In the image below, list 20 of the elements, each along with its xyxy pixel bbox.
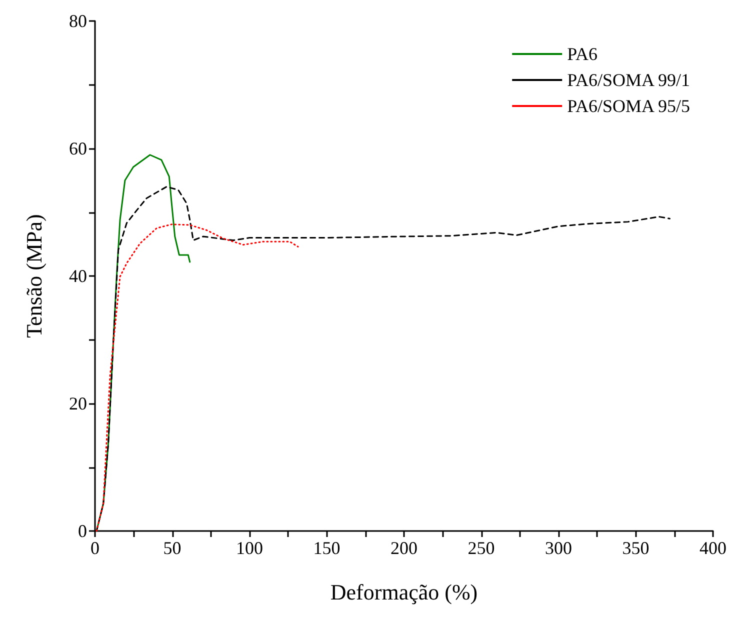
x-axis-title: Deformação (%) xyxy=(330,580,478,604)
x-tick-label: 50 xyxy=(163,538,182,558)
line-series xyxy=(96,224,299,532)
x-tick-label: 150 xyxy=(313,538,340,558)
y-tick-label: 20 xyxy=(69,394,87,414)
y-axis-title: Tensão (MPa) xyxy=(22,214,46,338)
y-tick-label: 0 xyxy=(78,521,87,541)
x-tick-label: 350 xyxy=(622,538,650,558)
x-tick-label: 0 xyxy=(90,538,100,558)
x-tick-label: 400 xyxy=(700,538,726,558)
y-tick-label: 80 xyxy=(69,11,87,31)
legend-label: PA6/SOMA 95/5 xyxy=(567,96,690,116)
x-tick-label: 250 xyxy=(468,538,495,558)
y-tick-label: 60 xyxy=(69,138,87,158)
y-tick-label: 40 xyxy=(69,266,87,286)
x-tick-label: 300 xyxy=(545,538,572,558)
x-tick-label: 100 xyxy=(236,538,263,558)
legend-label: PA6/SOMA 99/1 xyxy=(567,70,690,90)
legend-label: PA6 xyxy=(567,44,598,64)
x-tick-label: 200 xyxy=(390,538,418,558)
